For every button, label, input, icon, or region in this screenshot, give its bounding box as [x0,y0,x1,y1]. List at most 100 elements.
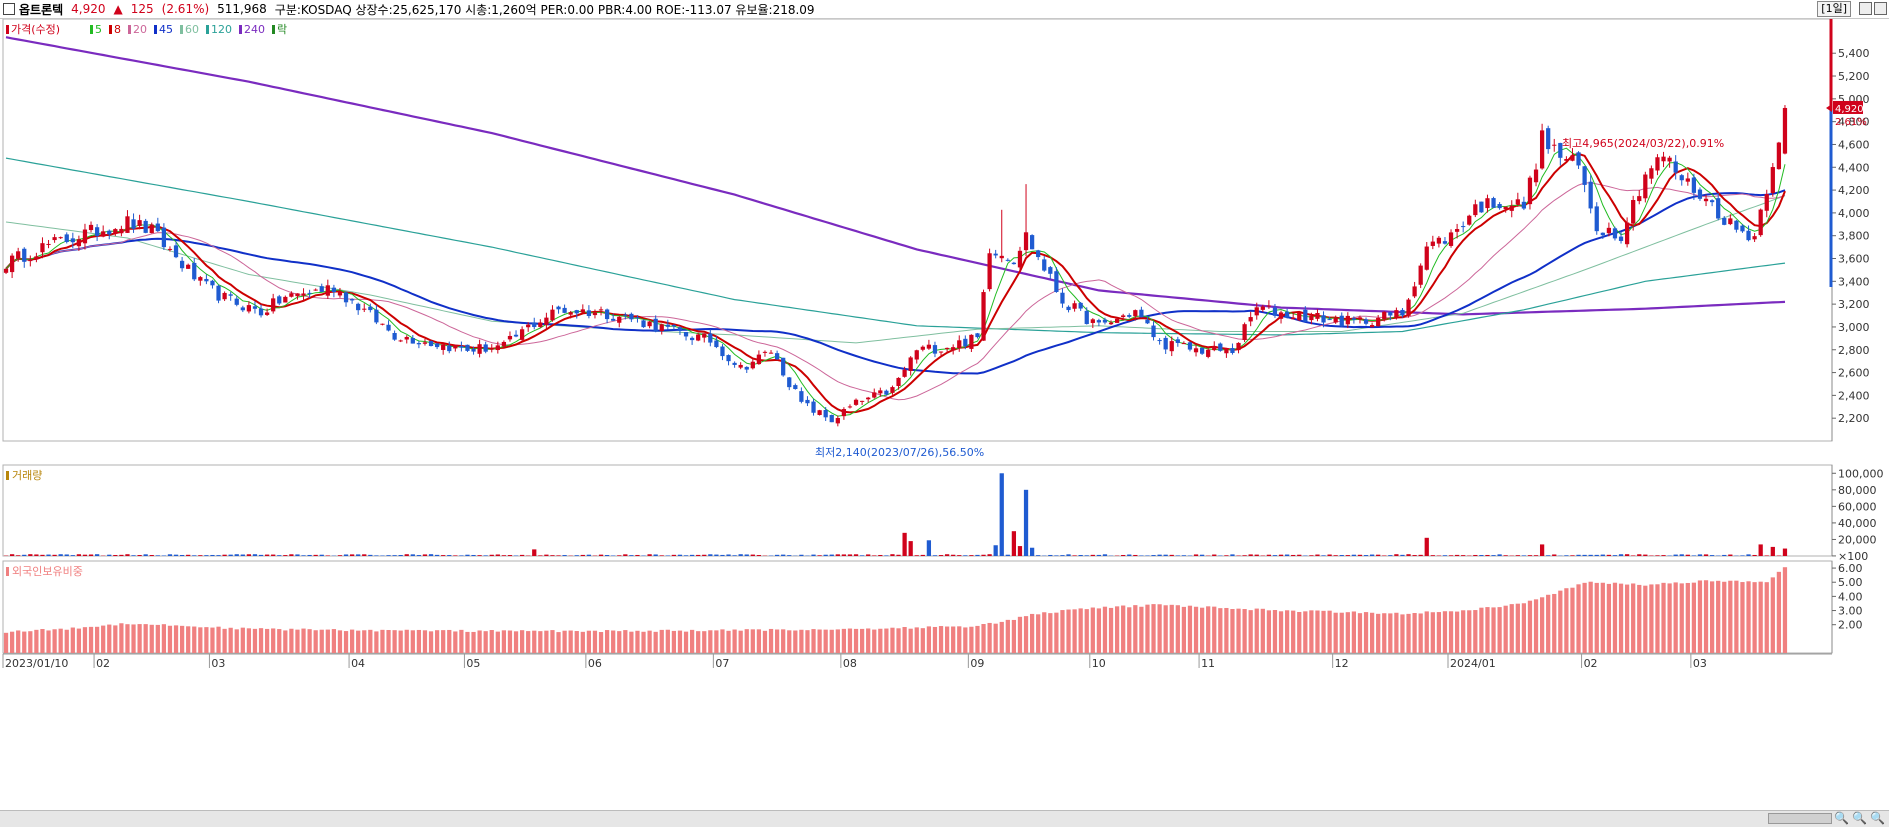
candle-body [1157,340,1161,341]
volume-tick-label: 80,000 [1838,484,1877,497]
volume-bar [1127,555,1131,556]
candle-body [216,286,220,301]
candle-body [623,315,627,316]
volume-bar [1139,555,1143,556]
foreign-bar [902,627,906,653]
foreign-bar [927,626,931,653]
candle-body [16,251,20,258]
x-tick-label: 02 [1584,657,1598,670]
candle-body [757,355,761,364]
zoom-in-icon[interactable]: 🔍 [1852,811,1867,825]
scroll-thumb[interactable] [1768,813,1832,824]
stock-name[interactable]: 옵트론텍 [19,1,63,18]
candle-body [1048,267,1052,274]
candle-body [629,314,633,319]
candle-body [842,409,846,416]
candle-body [902,370,906,377]
volume-bar [866,554,870,556]
candle-body [392,333,396,340]
volume-bar [52,555,56,556]
foreign-bar [417,630,421,653]
checkbox-icon[interactable] [3,3,15,15]
candle-body [332,288,336,292]
foreign-bar [623,630,627,653]
foreign-bar [854,629,858,653]
foreign-bar [1649,584,1653,653]
foreign-bar [969,627,973,653]
volume-bar [702,555,706,556]
foreign-tick-label: 3.00 [1838,605,1863,618]
volume-bar [265,555,269,556]
volume-bar [113,555,117,556]
candle-body [235,299,239,305]
foreign-tick-label: 6.00 [1838,562,1863,575]
candle-body [1698,190,1702,199]
zoom-reset-icon[interactable]: 🔍 [1870,811,1885,825]
foreign-bar [830,630,834,653]
stock-info-bar: 옵트론텍 4,920 ▲ 125 (2.61%) 511,968 구분:KOSD… [0,0,1889,19]
minimize-icon[interactable] [1859,2,1872,15]
foreign-bar [909,629,913,653]
chart-scroll-bar[interactable] [0,810,1889,827]
trade-volume: 511,968 [217,2,267,16]
volume-bar [1121,555,1125,556]
volume-bar [59,554,63,556]
candle-body [508,336,512,339]
candle-body [896,378,900,386]
foreign-bar [1516,604,1520,653]
foreign-bar [392,630,396,653]
candle-body [1303,310,1307,322]
candle-body [678,327,682,331]
foreign-bar [405,630,409,653]
candle-body [368,307,372,310]
foreign-bar [708,630,712,653]
candle-body [1704,199,1708,201]
candle-body [1400,310,1404,316]
x-tick-label: 06 [588,657,602,670]
candle-body [1455,229,1459,232]
x-tick-label: 10 [1092,657,1106,670]
candle-body [1394,310,1398,317]
candle-body [28,260,32,262]
candle-body [562,308,566,313]
volume-bar [283,555,287,556]
stock-chart[interactable]: 2,2002,4002,6002,8003,0003,2003,4003,600… [0,19,1889,810]
foreign-bar [150,625,154,653]
candle [1777,142,1781,170]
volume-bar [453,555,457,556]
price-change-pct: (2.61%) [162,2,209,16]
foreign-bar [399,631,403,653]
foreign-bar [101,626,105,653]
candle-body [1491,198,1495,208]
zoom-out-icon[interactable]: 🔍 [1834,811,1849,825]
foreign-bar [423,630,427,653]
volume-tick-label: 40,000 [1838,517,1877,530]
candle-body [1176,339,1180,343]
candle-body [1613,228,1617,238]
volume-bar [1048,555,1052,556]
candle-body [253,306,257,308]
candle-body [1431,242,1435,246]
foreign-bar [247,628,251,653]
foreign-bar [811,629,815,653]
candle-body [1528,178,1532,204]
foreign-bar [1242,609,1246,653]
foreign-bar [1249,610,1253,653]
foreign-bar [945,627,949,653]
foreign-bar [1182,607,1186,653]
foreign-bar [46,630,50,653]
foreign-bar [654,632,658,653]
candle-body [666,325,670,327]
foreign-bar [1012,620,1016,653]
period-selector[interactable]: [1일] [1817,1,1851,17]
foreign-bar [1315,610,1319,653]
candle-body [963,339,967,346]
maximize-icon[interactable] [1874,2,1887,15]
volume-bar [1619,554,1623,556]
candle-body [1692,177,1696,192]
volume-bar [1273,555,1277,556]
volume-bar [374,555,378,556]
candle-body [860,401,864,402]
volume-bar [1601,555,1605,556]
volume-bar [192,555,196,556]
